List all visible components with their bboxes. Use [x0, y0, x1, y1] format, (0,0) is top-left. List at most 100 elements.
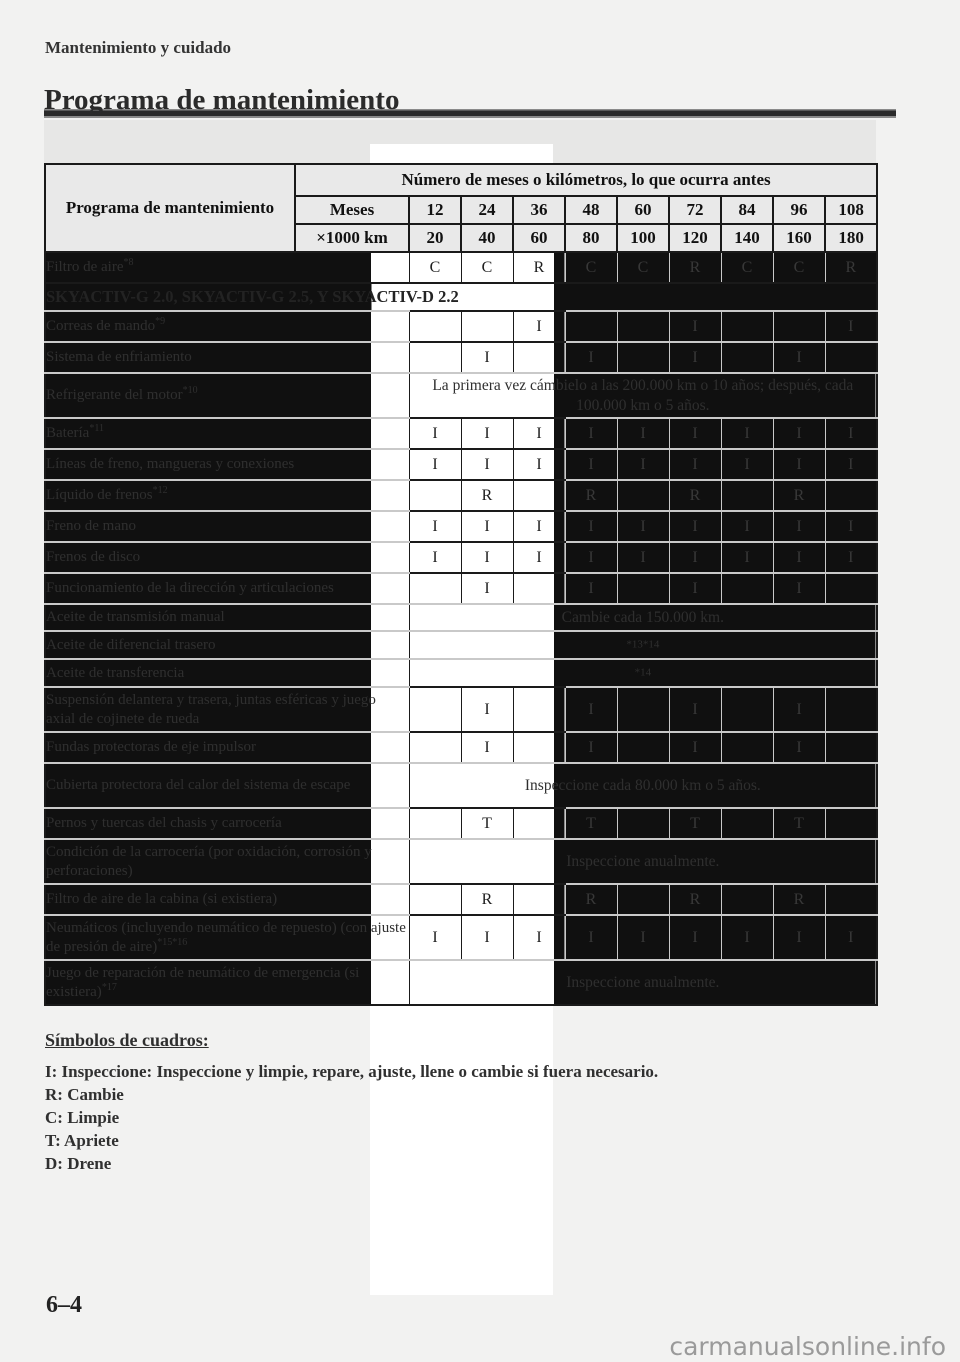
schedule-cell: I	[772, 417, 825, 449]
schedule-cell: I	[824, 510, 878, 542]
km-value-cell: 60	[512, 223, 566, 253]
row-label-cell: Pernos y tuercas del chasis y carrocería	[45, 807, 409, 839]
row-label-cell: Batería*11	[45, 417, 409, 449]
schedule-cell: R	[460, 883, 513, 915]
row-label-cell: Líneas de freno, mangueras y conexiones	[45, 448, 409, 480]
schedule-cell: R	[772, 479, 825, 511]
schedule-cell: I	[616, 541, 669, 573]
schedule-cell: I	[616, 510, 669, 542]
schedule-cell	[408, 883, 461, 915]
km-value-cell: 140	[720, 223, 774, 253]
schedule-cell: I	[460, 572, 513, 604]
row-label-cell: Refrigerante del motor*10	[45, 372, 409, 418]
schedule-cell: I	[772, 341, 825, 373]
table-row: Filtro de aire*8 C C R C C R C C R	[45, 251, 878, 283]
schedule-cell: I	[408, 417, 461, 449]
row-label-cell: Correas de mando*9	[45, 310, 409, 342]
schedule-cell: I	[616, 417, 669, 449]
schedule-cell: R	[772, 883, 825, 915]
schedule-cell	[408, 731, 461, 763]
schedule-cell	[824, 341, 878, 373]
render-artifact-strip-top	[370, 144, 553, 163]
schedule-cell: I	[772, 731, 825, 763]
schedule-cell: I	[512, 510, 565, 542]
schedule-cell	[512, 479, 565, 511]
schedule-cell	[824, 572, 878, 604]
schedule-cell	[460, 310, 513, 342]
maintenance-schedule-table: Programa de mantenimiento Número de mese…	[44, 163, 879, 1006]
schedule-cell: I	[824, 310, 878, 342]
schedule-cell: I	[668, 541, 721, 573]
footnote-marker: *13*14	[626, 638, 660, 651]
footnote-marker: *17	[101, 981, 117, 993]
schedule-cell: I	[668, 510, 721, 542]
schedule-cell: T	[772, 807, 825, 839]
months-value-cell: 60	[616, 195, 670, 225]
schedule-cell: I	[720, 541, 773, 573]
legend-item: T: Apriete	[45, 1131, 119, 1150]
schedule-cell: I	[616, 448, 669, 480]
table-row: Suspensión delantera y trasera, juntas e…	[45, 686, 878, 732]
schedule-cell: I	[512, 914, 565, 960]
schedule-cell: R	[668, 251, 721, 283]
schedule-cell: I	[668, 417, 721, 449]
schedule-cell	[616, 572, 669, 604]
schedule-cell: I	[668, 686, 721, 732]
schedule-cell	[616, 883, 669, 915]
schedule-cell: I	[564, 417, 617, 449]
schedule-cell	[512, 731, 565, 763]
table-row: Batería*11 I I I I I I I I I	[45, 417, 878, 449]
table-span-header: Número de meses o kilómetros, lo que ocu…	[293, 163, 879, 197]
schedule-cell	[720, 883, 773, 915]
schedule-cell: I	[772, 541, 825, 573]
schedule-cell: I	[564, 341, 617, 373]
months-value-cell: 12	[408, 195, 462, 225]
legend: Símbolos de cuadros: I: Inspeccione: Ins…	[45, 1030, 745, 1175]
row-label-cell: Aceite de transferencia	[45, 658, 409, 687]
schedule-span-cell: Inspeccione anualmente.	[408, 959, 878, 1005]
table-row: Líneas de freno, mangueras y conexiones I…	[45, 448, 878, 480]
schedule-cell	[824, 479, 878, 511]
schedule-cell	[720, 479, 773, 511]
schedule-cell: I	[512, 417, 565, 449]
table-row: Líquido de frenos*12 R R R R	[45, 479, 878, 511]
schedule-cell: I	[772, 448, 825, 480]
km-value-cell: 100	[616, 223, 670, 253]
table-row: Aceite de diferencial trasero *13*14	[45, 630, 878, 659]
schedule-cell: C	[460, 251, 513, 283]
schedule-cell: I	[564, 541, 617, 573]
km-value-cell: 180	[823, 223, 879, 253]
schedule-cell: I	[668, 731, 721, 763]
footnote-marker: *10	[182, 385, 198, 397]
schedule-cell: I	[564, 572, 617, 604]
title-rule	[44, 109, 896, 118]
table-row: Refrigerante del motor*10 La primera vez …	[45, 372, 878, 418]
table-row: Condición de la carrocería (por oxidació…	[45, 838, 878, 884]
row-label-cell: Filtro de aire*8	[45, 251, 409, 283]
schedule-cell: C	[408, 251, 461, 283]
schedule-span-cell: *13*14	[408, 630, 878, 659]
schedule-cell: I	[460, 510, 513, 542]
schedule-cell: I	[460, 341, 513, 373]
row-label-cell: Frenos de disco	[45, 541, 409, 573]
km-value-cell: 40	[460, 223, 514, 253]
schedule-cell	[408, 310, 461, 342]
row-label-cell: Funcionamiento de la dirección y articul…	[45, 572, 409, 604]
km-value-cell: 20	[408, 223, 462, 253]
render-artifact-strip-bottom	[370, 1004, 553, 1295]
legend-item: I: Inspeccione: Inspeccione y limpie, re…	[45, 1062, 659, 1081]
schedule-cell: I	[668, 310, 721, 342]
schedule-cell	[408, 686, 461, 732]
schedule-cell: I	[512, 310, 565, 342]
km-value-cell: 160	[772, 223, 826, 253]
row-label-cell: Condición de la carrocería (por oxidació…	[45, 838, 409, 884]
schedule-cell: I	[408, 914, 461, 960]
schedule-cell: I	[564, 914, 617, 960]
schedule-cell: I	[772, 572, 825, 604]
schedule-cell: I	[564, 686, 617, 732]
footnote-marker: *9	[155, 316, 166, 328]
page-title: Programa de mantenimiento	[44, 84, 400, 116]
legend-heading: Símbolos de cuadros:	[45, 1030, 209, 1050]
schedule-cell: I	[824, 417, 878, 449]
